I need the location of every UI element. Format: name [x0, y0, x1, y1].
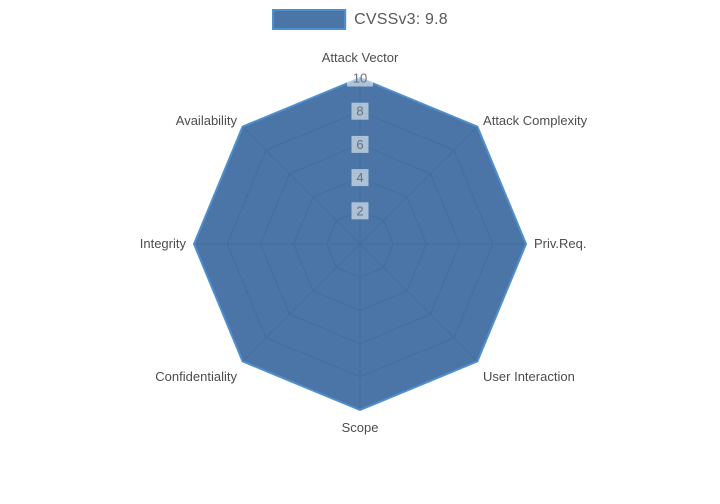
legend-item-cvssv3[interactable]: CVSSv3: 9.8: [272, 9, 448, 30]
axis-label-availability: Availability: [176, 113, 238, 128]
axis-label-scope: Scope: [342, 420, 379, 435]
axis-label-confidentiality: Confidentiality: [155, 369, 237, 384]
radial-tick-label: 10: [353, 71, 367, 86]
radial-tick-label: 2: [356, 203, 363, 218]
axis-label-attack-complexity: Attack Complexity: [483, 113, 588, 128]
radial-tick-label: 4: [356, 170, 363, 185]
axis-label-user-interaction: User Interaction: [483, 369, 575, 384]
axis-label-integrity: Integrity: [140, 236, 187, 251]
axis-label-attack-vector: Attack Vector: [322, 50, 399, 65]
axis-label-priv-req: Priv.Req.: [534, 236, 587, 251]
radial-tick-label: 6: [356, 137, 363, 152]
radial-tick-box: [351, 102, 369, 120]
legend-swatch: [272, 9, 347, 30]
cvssv3-trace-polygon[interactable]: [193, 77, 527, 411]
radial-tick-box: [351, 169, 369, 187]
radial-tick-label: 8: [356, 104, 363, 119]
legend-label: CVSSv3: 9.8: [354, 10, 448, 28]
radial-tick-box: [351, 202, 369, 220]
radial-tick-box: [351, 135, 369, 153]
radial-tick-box: [347, 69, 373, 87]
